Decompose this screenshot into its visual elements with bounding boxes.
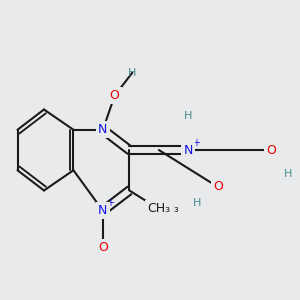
Text: N: N [98,123,108,136]
Text: H: H [284,169,292,179]
Text: O: O [213,180,223,193]
Text: H: H [184,111,193,121]
Text: +: + [106,198,114,208]
Text: N: N [98,204,108,217]
Text: O: O [110,89,120,102]
Text: O: O [110,89,120,102]
Text: O: O [213,180,223,193]
Text: O: O [98,241,108,254]
Text: N: N [184,143,193,157]
Text: H: H [128,68,136,78]
Text: N: N [184,143,193,157]
Text: N: N [98,123,108,136]
Text: O: O [98,241,108,254]
Text: CH₃: CH₃ [147,202,170,215]
Text: N: N [98,204,108,217]
Text: O: O [266,143,276,157]
Text: +: + [192,138,200,148]
Text: O: O [266,143,276,157]
Text: CH₃: CH₃ [159,204,180,214]
Text: H: H [193,198,201,208]
